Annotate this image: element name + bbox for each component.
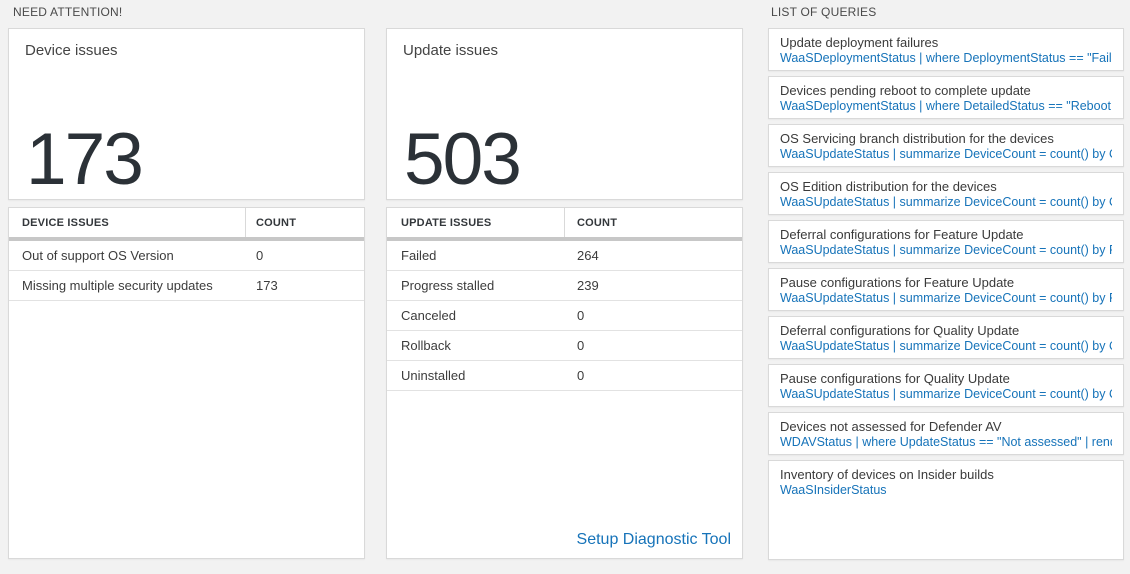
- device-issues-count: 173: [26, 119, 144, 201]
- row-label: Progress stalled: [401, 278, 495, 293]
- query-text: WaaSUpdateStatus | summarize DeviceCount…: [780, 147, 1112, 161]
- query-title: Pause configurations for Quality Update: [780, 371, 1010, 386]
- update-issues-table: UPDATE ISSUES COUNT Failed 264 Progress …: [386, 207, 743, 559]
- table-row[interactable]: Progress stalled 239: [387, 271, 742, 301]
- query-title: Devices not assessed for Defender AV: [780, 419, 1002, 434]
- update-issues-tile-title: Update issues: [403, 42, 499, 59]
- row-count: 173: [256, 278, 278, 293]
- row-label: Failed: [401, 248, 437, 263]
- query-title: OS Servicing branch distribution for the…: [780, 131, 1054, 146]
- row-count: 0: [577, 368, 585, 383]
- query-title: Deferral configurations for Feature Upda…: [780, 227, 1024, 242]
- query-title: Inventory of devices on Insider builds: [780, 467, 994, 482]
- query-item[interactable]: OS Edition distribution for the devices …: [768, 172, 1124, 215]
- query-text: WaaSUpdateStatus | summarize DeviceCount…: [780, 291, 1112, 305]
- query-item[interactable]: Pause configurations for Feature Update …: [768, 268, 1124, 311]
- query-text: WaaSDeploymentStatus | where DetailedSta…: [780, 99, 1112, 113]
- table-row[interactable]: Rollback 0: [387, 331, 742, 361]
- query-text: WaaSInsiderStatus: [780, 483, 887, 497]
- row-count: 0: [256, 248, 264, 263]
- update-issues-column-header: UPDATE ISSUES: [387, 208, 565, 237]
- update-issues-table-header: UPDATE ISSUES COUNT: [387, 208, 742, 237]
- list-of-queries-section-label: LIST OF QUERIES: [771, 5, 877, 19]
- query-item[interactable]: Devices pending reboot to complete updat…: [768, 76, 1124, 119]
- query-text: WaaSUpdateStatus | summarize DeviceCount…: [780, 339, 1112, 353]
- row-label: Missing multiple security updates: [22, 278, 213, 293]
- need-attention-section-label: NEED ATTENTION!: [13, 5, 123, 19]
- update-issues-count: 503: [404, 119, 522, 201]
- device-issues-tile[interactable]: Device issues 173: [8, 28, 365, 200]
- row-label: Canceled: [401, 308, 456, 323]
- query-item[interactable]: Devices not assessed for Defender AV WDA…: [768, 412, 1124, 455]
- row-count: 239: [577, 278, 599, 293]
- count-column-header: COUNT: [577, 216, 618, 229]
- row-count: 264: [577, 248, 599, 263]
- query-item[interactable]: Pause configurations for Quality Update …: [768, 364, 1124, 407]
- query-title: Deferral configurations for Quality Upda…: [780, 323, 1020, 338]
- table-row[interactable]: Missing multiple security updates 173: [9, 271, 364, 301]
- query-title: OS Edition distribution for the devices: [780, 179, 997, 194]
- table-row[interactable]: Uninstalled 0: [387, 361, 742, 391]
- query-item[interactable]: Deferral configurations for Feature Upda…: [768, 220, 1124, 263]
- query-item[interactable]: Deferral configurations for Quality Upda…: [768, 316, 1124, 359]
- query-item[interactable]: OS Servicing branch distribution for the…: [768, 124, 1124, 167]
- query-list: Update deployment failures WaaSDeploymen…: [768, 28, 1124, 560]
- query-title: Update deployment failures: [780, 35, 939, 50]
- device-issues-tile-title: Device issues: [25, 42, 118, 59]
- header-separator-bar: [9, 237, 364, 241]
- device-issues-table-header: DEVICE ISSUES COUNT: [9, 208, 364, 237]
- row-label: Rollback: [401, 338, 451, 353]
- row-count: 0: [577, 308, 585, 323]
- row-count: 0: [577, 338, 585, 353]
- header-separator-bar: [387, 237, 742, 241]
- query-text: WaaSUpdateStatus | summarize DeviceCount…: [780, 195, 1112, 209]
- row-label: Out of support OS Version: [22, 248, 174, 263]
- table-row[interactable]: Failed 264: [387, 241, 742, 271]
- query-item[interactable]: Inventory of devices on Insider builds W…: [768, 460, 1124, 560]
- query-title: Devices pending reboot to complete updat…: [780, 83, 1031, 98]
- table-row[interactable]: Out of support OS Version 0: [9, 241, 364, 271]
- device-issues-column-header: DEVICE ISSUES: [9, 208, 246, 237]
- query-text: WDAVStatus | where UpdateStatus == "Not …: [780, 435, 1112, 449]
- table-row[interactable]: Canceled 0: [387, 301, 742, 331]
- query-item[interactable]: Update deployment failures WaaSDeploymen…: [768, 28, 1124, 71]
- row-label: Uninstalled: [401, 368, 466, 383]
- query-title: Pause configurations for Feature Update: [780, 275, 1015, 290]
- update-issues-tile[interactable]: Update issues 503: [386, 28, 743, 200]
- query-text: WaaSDeploymentStatus | where DeploymentS…: [780, 51, 1112, 65]
- query-text: WaaSUpdateStatus | summarize DeviceCount…: [780, 387, 1112, 401]
- setup-diagnostic-tool-link[interactable]: Setup Diagnostic Tool: [576, 531, 731, 548]
- count-column-header: COUNT: [256, 216, 297, 229]
- query-text: WaaSUpdateStatus | summarize DeviceCount…: [780, 243, 1112, 257]
- device-issues-table: DEVICE ISSUES COUNT Out of support OS Ve…: [8, 207, 365, 559]
